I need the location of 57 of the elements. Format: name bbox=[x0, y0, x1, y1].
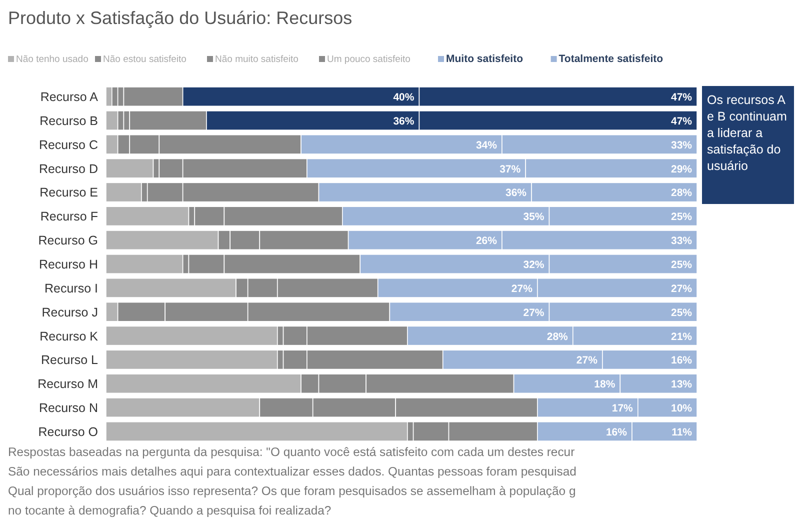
chart-title: Produto x Satisfação do Usuário: Recursos bbox=[8, 8, 352, 28]
y-tick-label: Recurso N bbox=[38, 401, 98, 416]
y-tick-label: Recurso G bbox=[38, 234, 98, 248]
data-label: 29% bbox=[670, 163, 693, 176]
y-tick-label: Recurso O bbox=[38, 424, 98, 439]
data-label: 17% bbox=[612, 402, 634, 415]
data-label: 16% bbox=[606, 426, 628, 438]
data-label: 18% bbox=[594, 378, 616, 391]
y-tick-label: Recurso J bbox=[42, 305, 98, 320]
data-label: 11% bbox=[672, 426, 693, 438]
y-tick-label: Recurso D bbox=[38, 162, 98, 176]
data-label: 16% bbox=[670, 354, 693, 367]
text: Os recursos A e B continuam a liderar a satisfação do usuário bbox=[707, 93, 787, 173]
data-label: 32% bbox=[523, 259, 545, 271]
y-tick-label: Recurso K bbox=[40, 329, 99, 344]
data-label: 21% bbox=[670, 330, 693, 343]
text: Respostas baseadas na pergunta da pesquisa: "O quanto você está satisfeito com cada um destes recur bbox=[8, 445, 575, 459]
y-tick-label: Recurso A bbox=[40, 90, 99, 104]
y-tick-label: Recurso L bbox=[41, 353, 98, 368]
data-label: 33% bbox=[670, 235, 693, 248]
data-label: 36% bbox=[506, 187, 528, 200]
text: no tocante à demografia? Quando a pesquisa foi realizada? bbox=[8, 504, 332, 518]
text: Qual proporção dos usuários isso representa? Os que foram pesquisados se assemelham à população g bbox=[8, 484, 576, 498]
data-label: 27% bbox=[670, 282, 693, 295]
text: Totalmente satisfeito bbox=[558, 53, 664, 65]
legend-label: Não estou satisfeito bbox=[103, 54, 186, 65]
legend-label: Não tenho usado bbox=[16, 54, 88, 65]
y-tick-label: Recurso M bbox=[38, 377, 98, 392]
data-label: 28% bbox=[546, 330, 569, 343]
data-label: 33% bbox=[670, 139, 693, 152]
data-label: 27% bbox=[511, 282, 534, 295]
data-label: 28% bbox=[670, 187, 693, 200]
data-label: 25% bbox=[670, 306, 693, 319]
y-tick-label: Recurso B bbox=[40, 114, 98, 128]
data-label: 35% bbox=[523, 211, 545, 224]
data-label: 36% bbox=[393, 115, 415, 128]
y-tick-label: Recurso H bbox=[38, 258, 98, 272]
data-label: 26% bbox=[476, 235, 498, 248]
data-label: 13% bbox=[670, 378, 693, 391]
data-label: 10% bbox=[670, 402, 693, 415]
text: São necessários mais detalhes aqui para contextualizar esses dados. Quantas pessoas foram pesquisad bbox=[8, 464, 576, 478]
data-label: 25% bbox=[670, 211, 693, 224]
data-label: 40% bbox=[393, 92, 415, 104]
y-tick-label: Recurso F bbox=[40, 210, 98, 224]
data-label: 25% bbox=[670, 259, 693, 271]
y-tick-label: Recurso C bbox=[38, 138, 98, 152]
data-label: 34% bbox=[476, 139, 498, 152]
legend-label: Um pouco satisfeito bbox=[327, 54, 410, 65]
y-tick-label: Recurso E bbox=[40, 186, 98, 200]
data-label: 47% bbox=[670, 92, 693, 104]
text: Muito satisfeito bbox=[446, 53, 524, 65]
data-label: 47% bbox=[670, 115, 693, 128]
data-label: 37% bbox=[500, 163, 522, 176]
data-label: 27% bbox=[523, 306, 545, 319]
data-label: 27% bbox=[576, 354, 598, 367]
legend-label: Não muito satisfeito bbox=[215, 54, 298, 65]
y-tick-label: Recurso I bbox=[44, 281, 98, 296]
